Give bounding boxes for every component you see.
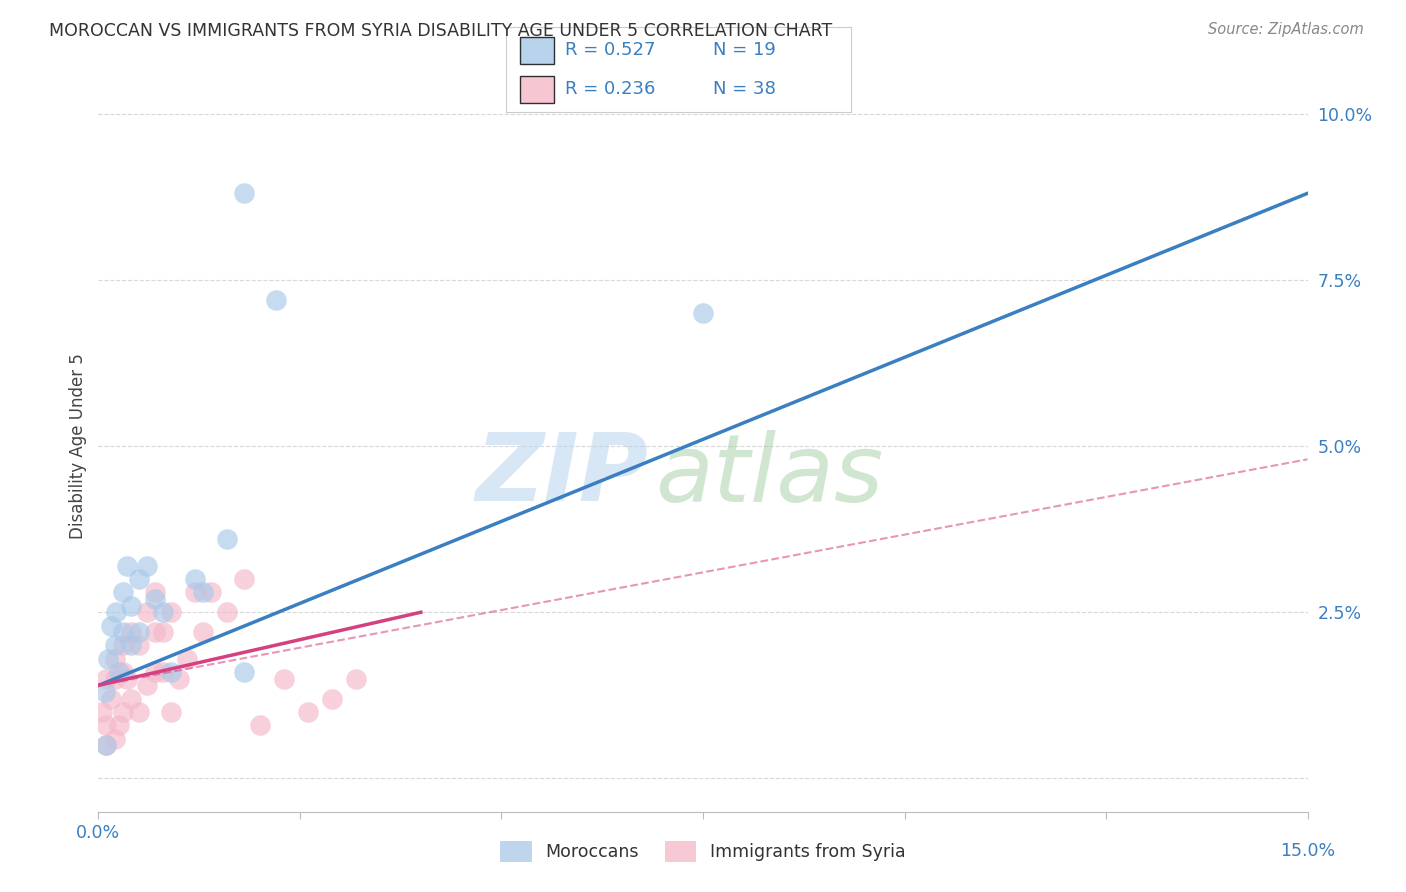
Point [143,625,166,640]
Text: R = 0.236: R = 0.236 [565,80,655,98]
Point [103,731,125,746]
FancyBboxPatch shape [520,76,554,103]
Text: N = 19: N = 19 [713,42,776,60]
Point [96,738,118,752]
Point [91,705,114,719]
Point [193,585,215,599]
Point [94,685,117,699]
Point [143,585,166,599]
Point [111,705,134,719]
Point [111,639,134,653]
Point [111,625,134,640]
Point [128,705,150,719]
Point [176,652,198,666]
Point [184,585,207,599]
Point [321,691,343,706]
Point [128,639,150,653]
Text: Source: ZipAtlas.com: Source: ZipAtlas.com [1208,22,1364,37]
Point [107,665,129,679]
Point [135,605,157,619]
Point [111,585,134,599]
Point [128,625,150,640]
Text: 15.0%: 15.0% [1279,842,1336,860]
Text: N = 38: N = 38 [713,80,776,98]
Point [143,665,166,679]
Point [103,652,125,666]
Point [115,558,138,573]
FancyBboxPatch shape [520,37,554,64]
Point [120,599,142,613]
Point [344,672,367,686]
Point [160,605,183,619]
Text: atlas: atlas [655,430,883,521]
Point [100,618,122,632]
Point [107,718,129,732]
Point [96,738,118,752]
Point [152,665,174,679]
Point [97,652,120,666]
Point [120,639,142,653]
Point [160,665,183,679]
Point [297,705,319,719]
Point [105,605,128,619]
Point [111,665,134,679]
Point [200,585,222,599]
Point [692,306,714,320]
Text: ZIP: ZIP [475,429,648,521]
Legend: Moroccans, Immigrants from Syria: Moroccans, Immigrants from Syria [494,834,912,869]
Point [96,718,118,732]
Point [115,672,138,686]
Point [135,678,157,692]
Y-axis label: Disability Age Under 5: Disability Age Under 5 [69,353,87,539]
Point [232,665,254,679]
Point [217,605,239,619]
Point [193,625,215,640]
Text: MOROCCAN VS IMMIGRANTS FROM SYRIA DISABILITY AGE UNDER 5 CORRELATION CHART: MOROCCAN VS IMMIGRANTS FROM SYRIA DISABI… [49,22,832,40]
Point [128,572,150,586]
Point [217,532,239,546]
Point [167,672,190,686]
Point [249,718,271,732]
Point [120,691,142,706]
Point [152,605,174,619]
Point [232,572,254,586]
Point [273,672,295,686]
Point [103,672,125,686]
Point [120,625,142,640]
Point [160,705,183,719]
Text: R = 0.527: R = 0.527 [565,42,655,60]
Point [100,691,122,706]
Point [135,558,157,573]
Point [103,639,125,653]
Point [96,672,118,686]
Point [232,186,254,201]
Point [152,625,174,640]
Point [143,591,166,606]
Point [184,572,207,586]
Point [264,293,287,307]
